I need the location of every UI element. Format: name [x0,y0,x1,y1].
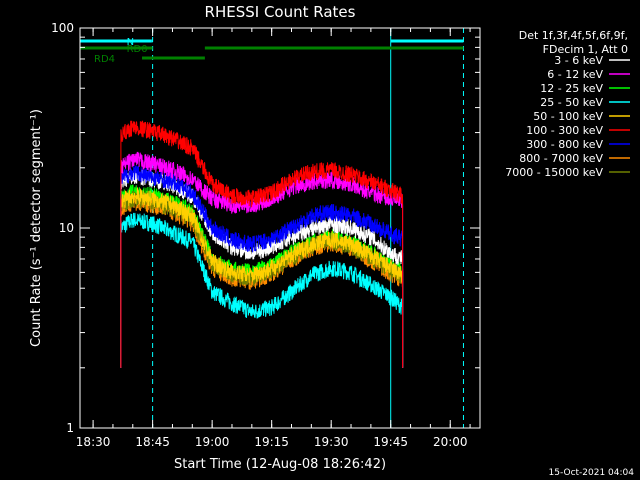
series-line [120,186,404,368]
legend-label: 25 - 50 keV [540,96,603,109]
x-tick-label: 18:30 [76,435,111,449]
legend-label: 300 - 800 keV [526,138,603,151]
legend-label: 100 - 300 keV [526,124,603,137]
series-line [120,212,404,368]
legend-label: 800 - 7000 keV [519,152,603,165]
series-line [120,165,404,368]
y-axis-ticks: 1 10 100 [51,21,480,435]
x-tick-label: 19:45 [373,435,408,449]
series-line [120,120,404,368]
x-tick-label: 18:45 [135,435,170,449]
legend-header: Det 1f,3f,4f,5f,6f,9f, [519,29,628,42]
legend-label: 7000 - 15000 keV [505,166,603,179]
legend-label: 50 - 100 keV [533,110,603,123]
legend: Det 1f,3f,4f,5f,6f,9f,FDecim 1, Att 03 -… [505,29,630,179]
attenuator-bar-label: N [127,37,134,48]
timestamp: 15-Oct-2021 04:04 [549,468,635,478]
legend-label: 12 - 25 keV [540,82,603,95]
legend-label: 6 - 12 keV [547,68,603,81]
series-layer [120,120,404,368]
x-tick-label: 19:00 [195,435,230,449]
y-tick-label: 10 [59,221,74,235]
y-tick-label: 1 [66,421,74,435]
series-line [120,151,404,368]
x-axis-ticks: 18:30 18:45 19:00 19:15 19:30 19:45 20:00 [76,28,471,449]
chart-title: RHESSI Count Rates [205,3,356,21]
x-axis-label: Start Time (12-Aug-08 18:26:42) [174,457,386,472]
legend-label: 3 - 6 keV [554,54,603,67]
legend-header: FDecim 1, Att 0 [543,43,628,56]
y-axis-label: Count Rate (s⁻¹ detector segment⁻¹) [29,109,44,347]
x-tick-label: 19:15 [254,435,289,449]
attenuator-bar-label: RD0 [127,44,148,55]
x-tick-label: 19:30 [314,435,349,449]
x-tick-label: 20:00 [433,435,468,449]
y-tick-label: 100 [51,21,74,35]
attenuator-bar-label: RD4 [94,54,115,65]
